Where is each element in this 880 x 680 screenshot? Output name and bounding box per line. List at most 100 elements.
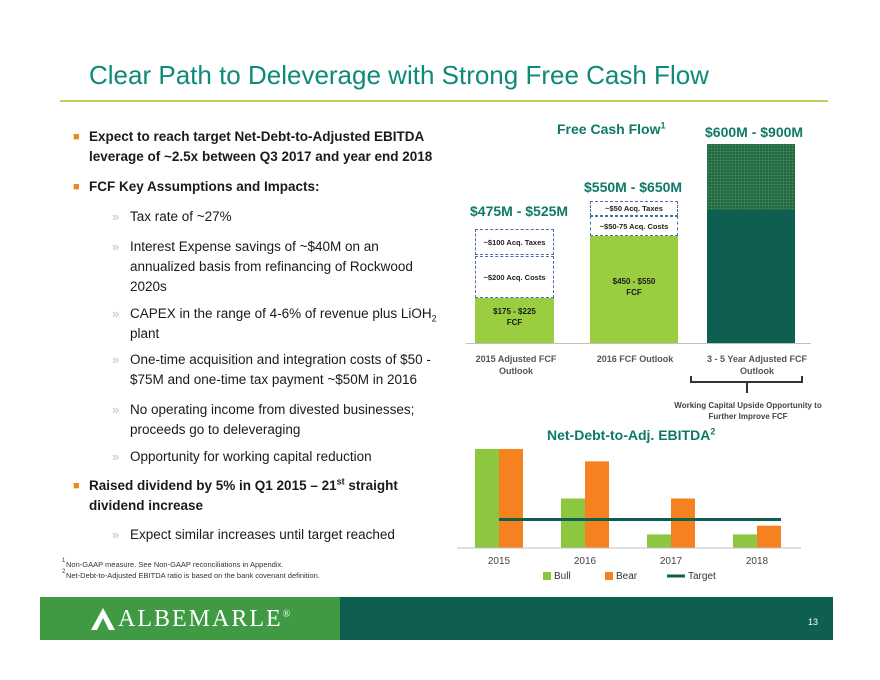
working-capital-bracket xyxy=(690,376,803,383)
arrow-icon: » xyxy=(112,449,120,464)
sub-similar-increases: » Expect similar increases until target … xyxy=(112,525,395,545)
cat-label-line: 3 - 5 Year Adjusted FCF xyxy=(706,354,808,364)
sub-text-line: CAPEX in the range of 4-6% of revenue pl… xyxy=(130,306,432,321)
bar-bear-2018 xyxy=(757,525,781,548)
fcf-box-acq-taxes-2016: ~$50 Acq. Taxes xyxy=(590,201,678,216)
sub-divested: » No operating income from divested busi… xyxy=(112,400,415,440)
bullet-dot-icon: ■ xyxy=(73,181,80,193)
fcf-range-3-5-year: $600M - $900M xyxy=(705,124,804,140)
footnote-1: 1 Non-GAAP measure. See Non-GAAP reconci… xyxy=(62,558,284,569)
fcf-bar-2015 xyxy=(475,298,554,343)
bullet-leverage-target: ■ Expect to reach target Net-Debt-to-Adj… xyxy=(73,127,449,167)
legend-label-bull: Bull xyxy=(554,571,571,582)
working-capital-note: Working Capital Upside Opportunity to Fu… xyxy=(668,400,828,422)
sub-working-capital: » Opportunity for working capital reduct… xyxy=(112,447,372,467)
arrow-icon: » xyxy=(112,239,120,254)
bullet-dot-icon: ■ xyxy=(73,131,80,143)
legend-label-target: Target xyxy=(688,571,716,582)
fcf-category-2015: 2015 Adjusted FCF Outlook xyxy=(466,353,566,377)
bar-bear-2015 xyxy=(499,448,523,548)
arrow-icon: » xyxy=(112,527,120,542)
bar-bear-2017 xyxy=(671,498,695,548)
bar-bull-2018 xyxy=(733,534,757,548)
logo-reg-mark: ® xyxy=(282,609,293,620)
sub-text-line: plant xyxy=(130,326,160,341)
sub-text-line: One-time acquisition and integration cos… xyxy=(130,352,431,367)
superscript: 2 xyxy=(710,426,716,437)
fcf-bar-3-5-year xyxy=(707,210,795,343)
logo-wordmark: ALBEMARLE xyxy=(118,606,283,632)
fcf-category-3-5-year: 3 - 5 Year Adjusted FCF Outlook xyxy=(697,353,817,377)
bar-label-line: $175 - $225 xyxy=(493,307,536,316)
fcf-bar-2016 xyxy=(590,236,678,343)
fcf-range-2015: $475M - $525M xyxy=(470,203,569,219)
bar-label-line: FCF xyxy=(506,318,523,327)
leverage-chart-title: Net-Debt-to-Adj. EBITDA2 xyxy=(547,427,715,443)
superscript: st xyxy=(336,476,345,487)
x-tick-label: 2015 xyxy=(488,556,511,567)
fcf-box-acq-taxes-2015: ~$100 Acq. Taxes xyxy=(475,229,554,255)
fcf-category-2016: 2016 FCF Outlook xyxy=(596,354,674,364)
fcf-axis-line xyxy=(466,343,811,344)
sub-text-line: No operating income from divested busine… xyxy=(130,402,415,417)
dividend-text: Raised dividend by 5% in Q1 2015 – 21 xyxy=(89,478,337,493)
bracket-stem xyxy=(746,383,748,393)
sub-text: Tax rate of ~27% xyxy=(130,209,232,224)
x-tick-label: 2018 xyxy=(746,556,769,567)
bar-label-line: FCF xyxy=(626,288,642,297)
bar-label-line: $450 - $550 xyxy=(612,277,656,286)
cat-label-line: Outlook xyxy=(740,366,774,376)
x-tick-label: 2016 xyxy=(574,556,597,567)
bar-bull-2017 xyxy=(647,534,671,548)
fcf-bar-2016-label: $450 - $550 FCF xyxy=(590,276,678,298)
legend-swatch-bull xyxy=(543,572,551,580)
footnote-2: 2 Net-Debt-to-Adjusted EBITDA ratio is b… xyxy=(62,569,320,580)
subscript: 2 xyxy=(431,313,437,324)
sub-interest: » Interest Expense savings of ~$40M on a… xyxy=(112,237,413,297)
arrow-icon: » xyxy=(112,402,120,417)
sub-capex: » CAPEX in the range of 4-6% of revenue … xyxy=(112,304,437,344)
sub-text-line: $75M and one-time tax payment ~$50M in 2… xyxy=(130,372,418,387)
leverage-chart-title-text: Net-Debt-to-Adj. EBITDA xyxy=(547,427,711,443)
sub-text: Opportunity for working capital reductio… xyxy=(130,449,372,464)
fcf-box-acq-costs-2016: ~$50-75 Acq. Costs xyxy=(590,216,678,236)
sub-text-line: Interest Expense savings of ~$40M on an xyxy=(130,239,379,254)
legend-label-bear: Bear xyxy=(616,571,638,582)
fcf-bar-upside-pattern xyxy=(707,144,795,210)
footnote-text: Net-Debt-to-Adjusted EBITDA ratio is bas… xyxy=(66,571,320,580)
arrow-icon: » xyxy=(112,352,120,367)
bar-bull-2016 xyxy=(561,498,585,548)
arrow-icon: » xyxy=(112,209,120,224)
bullet-text: Expect to reach target Net-Debt-to-Adjus… xyxy=(89,129,433,164)
fcf-box-acq-costs-2015: ~$200 Acq. Costs xyxy=(475,256,554,298)
footer-brand-panel xyxy=(40,597,340,640)
leverage-chart: 2015 2016 2017 2018 Bull Bear Target xyxy=(457,448,801,582)
fcf-range-2016: $550M - $650M xyxy=(584,179,683,195)
footnote-mark: 2 xyxy=(62,569,66,575)
bar-bear-2016 xyxy=(585,461,609,548)
title-divider xyxy=(60,100,828,102)
note-line: Working Capital Upside Opportunity to xyxy=(674,401,822,410)
cat-label-line: 2015 Adjusted FCF xyxy=(475,354,557,364)
footnote-text: Non-GAAP measure. See Non-GAAP reconcili… xyxy=(66,560,284,569)
bullet-fcf-assumptions: ■ FCF Key Assumptions and Impacts: xyxy=(73,177,449,197)
dividend-text: dividend increase xyxy=(89,498,204,513)
sub-text: Expect similar increases until target re… xyxy=(130,527,395,542)
albemarle-logo-icon xyxy=(91,608,115,630)
cat-label-line: Outlook xyxy=(499,366,533,376)
page-number: 13 xyxy=(808,617,819,627)
fcf-chart-title-text: Free Cash Flow xyxy=(557,121,661,137)
sub-text-line: annualized basis from refinancing of Roc… xyxy=(130,259,413,274)
sub-onetime-costs: » One-time acquisition and integration c… xyxy=(112,350,431,390)
bullet-dividend: ■ Raised dividend by 5% in Q1 2015 – 21s… xyxy=(73,476,449,516)
sub-text-line: proceeds go to deleveraging xyxy=(130,422,301,437)
dividend-text: straight xyxy=(344,478,398,493)
bullet-dot-icon: ■ xyxy=(73,480,80,492)
note-line: Further Improve FCF xyxy=(708,412,788,421)
slide-title: Clear Path to Deleverage with Strong Fre… xyxy=(89,60,709,90)
fcf-chart-title: Free Cash Flow1 xyxy=(557,121,665,137)
x-tick-label: 2017 xyxy=(660,556,683,567)
fcf-bar-2015-label: $175 - $225 FCF xyxy=(475,306,554,328)
legend-swatch-bear xyxy=(605,572,613,580)
sub-tax-rate: » Tax rate of ~27% xyxy=(112,207,232,227)
